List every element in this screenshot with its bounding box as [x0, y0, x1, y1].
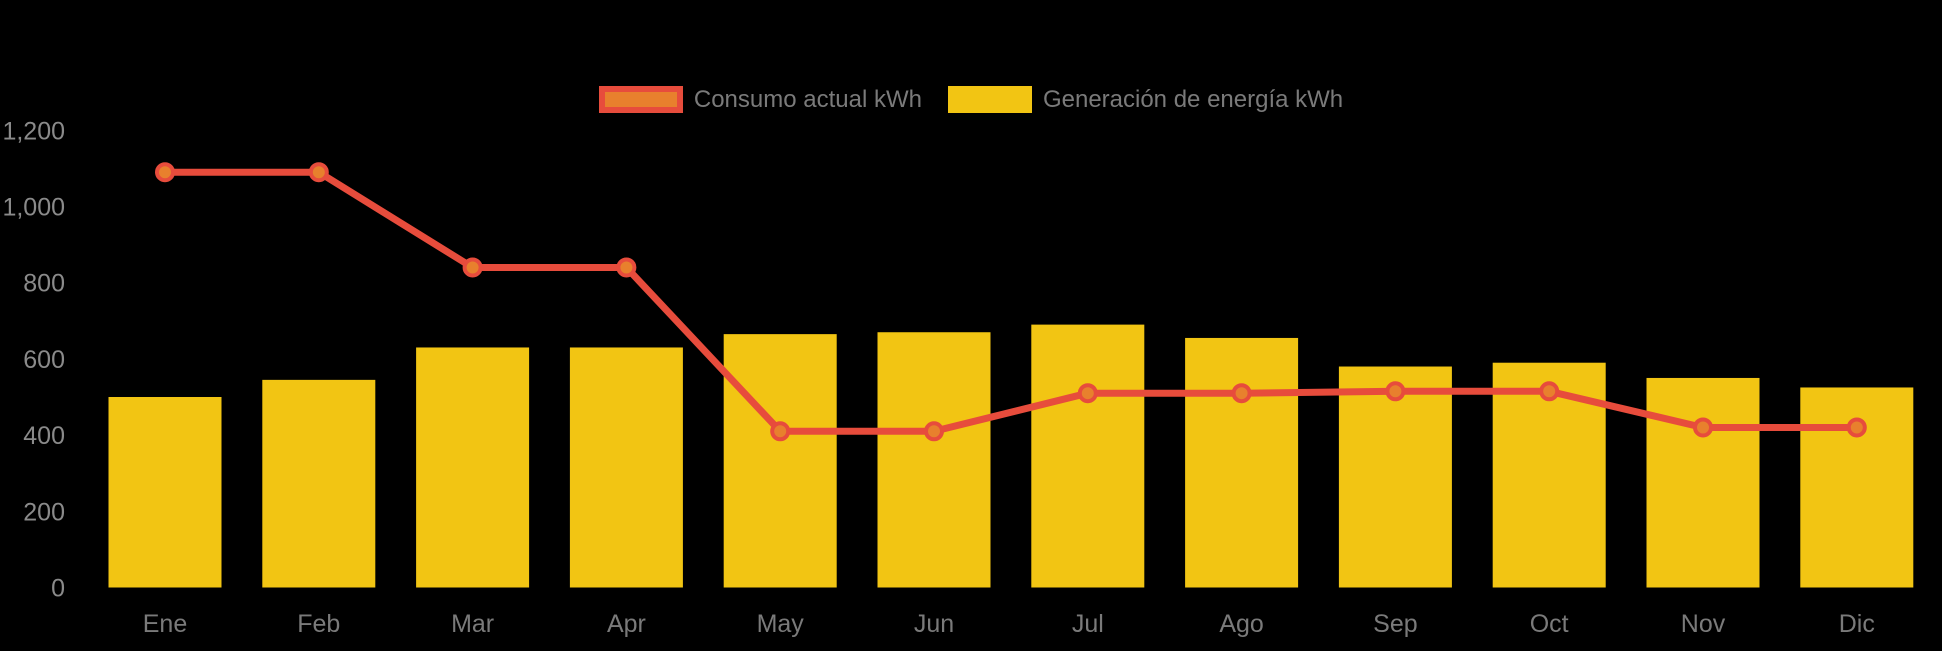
point-Oct[interactable] — [1539, 381, 1560, 402]
bar-Feb[interactable] — [262, 379, 376, 588]
x-axis-tick-label: Mar — [451, 610, 494, 638]
point-Dic[interactable] — [1846, 417, 1867, 438]
legend-item-consumo[interactable]: Consumo actual kWh — [598, 86, 922, 113]
x-axis-tick-label: May — [757, 610, 805, 638]
point-Ago[interactable] — [1231, 383, 1252, 404]
y-axis-tick-label: 200 — [23, 498, 65, 526]
bar-Jul[interactable] — [1031, 324, 1145, 588]
legend-swatch-consumo — [598, 86, 683, 113]
bar-Apr[interactable] — [569, 347, 683, 588]
legend-swatch-generacion — [947, 86, 1032, 113]
point-Mar[interactable] — [462, 257, 483, 278]
chart-legend: Consumo actual kWh Generación de energía… — [0, 86, 1942, 113]
x-axis-tick-label: Apr — [607, 610, 646, 638]
x-axis-tick-label: Sep — [1373, 610, 1417, 638]
bar-Nov[interactable] — [1646, 377, 1760, 588]
bar-Ago[interactable] — [1185, 337, 1299, 588]
legend-item-generacion[interactable]: Generación de energía kWh — [947, 86, 1344, 113]
legend-label-generacion: Generación de energía kWh — [1042, 86, 1344, 113]
point-Jul[interactable] — [1077, 383, 1098, 404]
y-axis-tick-label: 600 — [23, 346, 65, 374]
bar-May[interactable] — [723, 334, 837, 588]
point-Sep[interactable] — [1385, 381, 1406, 402]
x-axis-tick-label: Jun — [914, 610, 954, 638]
bar-Mar[interactable] — [416, 347, 530, 588]
bar-Jun[interactable] — [877, 332, 991, 588]
x-axis-tick-label: Nov — [1681, 610, 1726, 638]
point-Apr[interactable] — [616, 257, 637, 278]
x-axis-tick-label: Dic — [1839, 610, 1875, 638]
point-May[interactable] — [770, 421, 791, 442]
point-Nov[interactable] — [1693, 417, 1713, 438]
y-axis-tick-label: 0 — [51, 575, 65, 603]
bar-Sep[interactable] — [1338, 366, 1452, 588]
y-axis-tick-label: 1,200 — [2, 117, 65, 145]
consumo-line — [161, 168, 1861, 435]
point-Feb[interactable] — [308, 162, 329, 183]
x-axis-tick-label: Feb — [297, 610, 340, 638]
x-axis-tick-label: Ene — [143, 610, 187, 638]
y-axis-tick-label: 1,000 — [2, 194, 65, 222]
bar-Dic[interactable] — [1800, 387, 1914, 588]
point-Jun[interactable] — [924, 421, 944, 442]
legend-label-consumo: Consumo actual kWh — [693, 86, 922, 113]
y-axis-tick-label: 800 — [23, 270, 65, 298]
x-axis-tick-label: Ago — [1219, 610, 1263, 638]
x-axis-tick-label: Oct — [1530, 610, 1569, 638]
bar-Ene[interactable] — [108, 397, 222, 588]
point-Ene[interactable] — [155, 162, 175, 183]
x-axis-tick-label: Jul — [1072, 610, 1104, 638]
y-axis-tick-label: 400 — [23, 422, 65, 450]
